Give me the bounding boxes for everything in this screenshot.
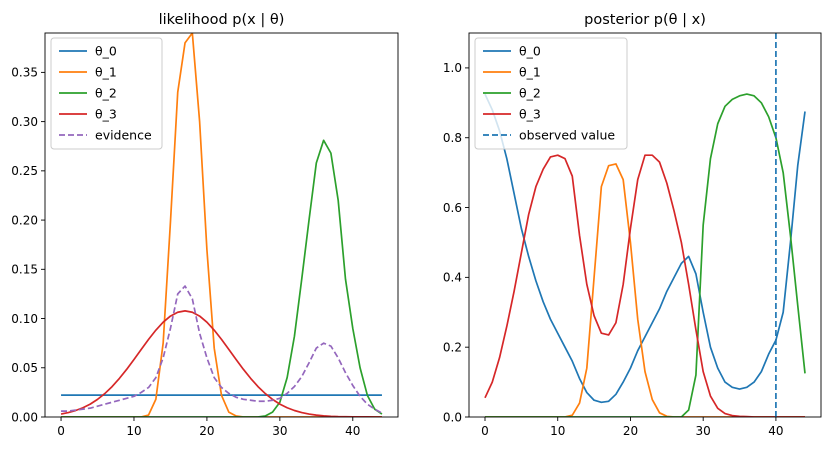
likelihood-axes-frame xyxy=(44,32,399,418)
posterior-x-tick-label: 30 xyxy=(696,424,711,438)
likelihood-legend-label: θ_2 xyxy=(95,86,117,101)
posterior-series-1-line xyxy=(485,163,805,417)
likelihood-x-tick-label: 20 xyxy=(199,424,214,438)
posterior-x-tick-label: 10 xyxy=(550,424,565,438)
likelihood-legend-label: θ_1 xyxy=(95,65,117,80)
posterior-legend-label: θ_1 xyxy=(519,65,541,80)
likelihood-chart: likelihood p(x | θ) 0 10 20 30 40 0.00 0.05 0.10… xyxy=(11,12,399,438)
likelihood-y-tick-label: 0.05 xyxy=(11,361,38,375)
likelihood-y-tick-label: 0.25 xyxy=(11,164,38,178)
posterior-x-tick-label: 20 xyxy=(623,424,638,438)
posterior-y-tick-label: 1.0 xyxy=(443,61,462,75)
posterior-series-2-line xyxy=(485,93,806,417)
likelihood-legend: θ_0 θ_1 θ_2 θ_3 evidence xyxy=(50,37,163,150)
likelihood-legend-label: evidence xyxy=(95,128,152,143)
likelihood-x-tick-label: 40 xyxy=(345,424,360,438)
likelihood-y-tick-label: 0.00 xyxy=(11,410,38,424)
posterior-legend-label: θ_2 xyxy=(519,86,541,101)
likelihood-y-tick-label: 0.30 xyxy=(11,115,38,129)
likelihood-y-tick-label: 0.10 xyxy=(11,312,38,326)
posterior-legend: θ_0 θ_1 θ_2 θ_3 observed value xyxy=(474,37,628,150)
likelihood-series-3-line xyxy=(60,310,382,417)
likelihood-legend-box xyxy=(50,37,163,150)
likelihood-x-tick-label: 30 xyxy=(272,424,287,438)
posterior-legend-box xyxy=(474,37,628,150)
posterior-y-tick-label: 0.0 xyxy=(443,410,462,424)
posterior-x-tick-label: 0 xyxy=(481,424,489,438)
posterior-axes-frame xyxy=(468,32,822,418)
likelihood-legend-label: θ_3 xyxy=(95,107,117,122)
posterior-legend-label: observed value xyxy=(519,128,615,143)
likelihood-x-tick-label: 0 xyxy=(57,424,65,438)
likelihood-y-tick-label: 0.15 xyxy=(11,263,38,277)
posterior-legend-label: θ_0 xyxy=(519,44,541,59)
posterior-x-tick-label: 40 xyxy=(768,424,783,438)
posterior-legend-label: θ_3 xyxy=(519,107,541,122)
posterior-y-tick-label: 0.8 xyxy=(443,131,462,145)
likelihood-y-tick-label: 0.35 xyxy=(11,66,38,80)
posterior-y-tick-label: 0.6 xyxy=(443,201,462,215)
posterior-y-tick-label: 0.4 xyxy=(443,271,462,285)
posterior-chart: posterior p(θ | x) 0 10 20 30 40 0.0 0.2 0.4 0.6 0… xyxy=(443,12,822,438)
likelihood-plot-area xyxy=(60,33,383,417)
likelihood-series-4-line xyxy=(61,285,383,414)
likelihood-legend-label: θ_0 xyxy=(95,44,117,59)
posterior-title: posterior p(θ | x) xyxy=(584,12,706,28)
likelihood-series-2-line xyxy=(61,139,383,417)
posterior-series-0-line xyxy=(484,93,806,404)
likelihood-x-tick-label: 10 xyxy=(126,424,141,438)
likelihood-y-tick-label: 0.20 xyxy=(11,213,38,227)
likelihood-series-1-line xyxy=(61,33,382,417)
posterior-y-tick-label: 0.2 xyxy=(443,340,462,354)
likelihood-title: likelihood p(x | θ) xyxy=(159,12,285,28)
